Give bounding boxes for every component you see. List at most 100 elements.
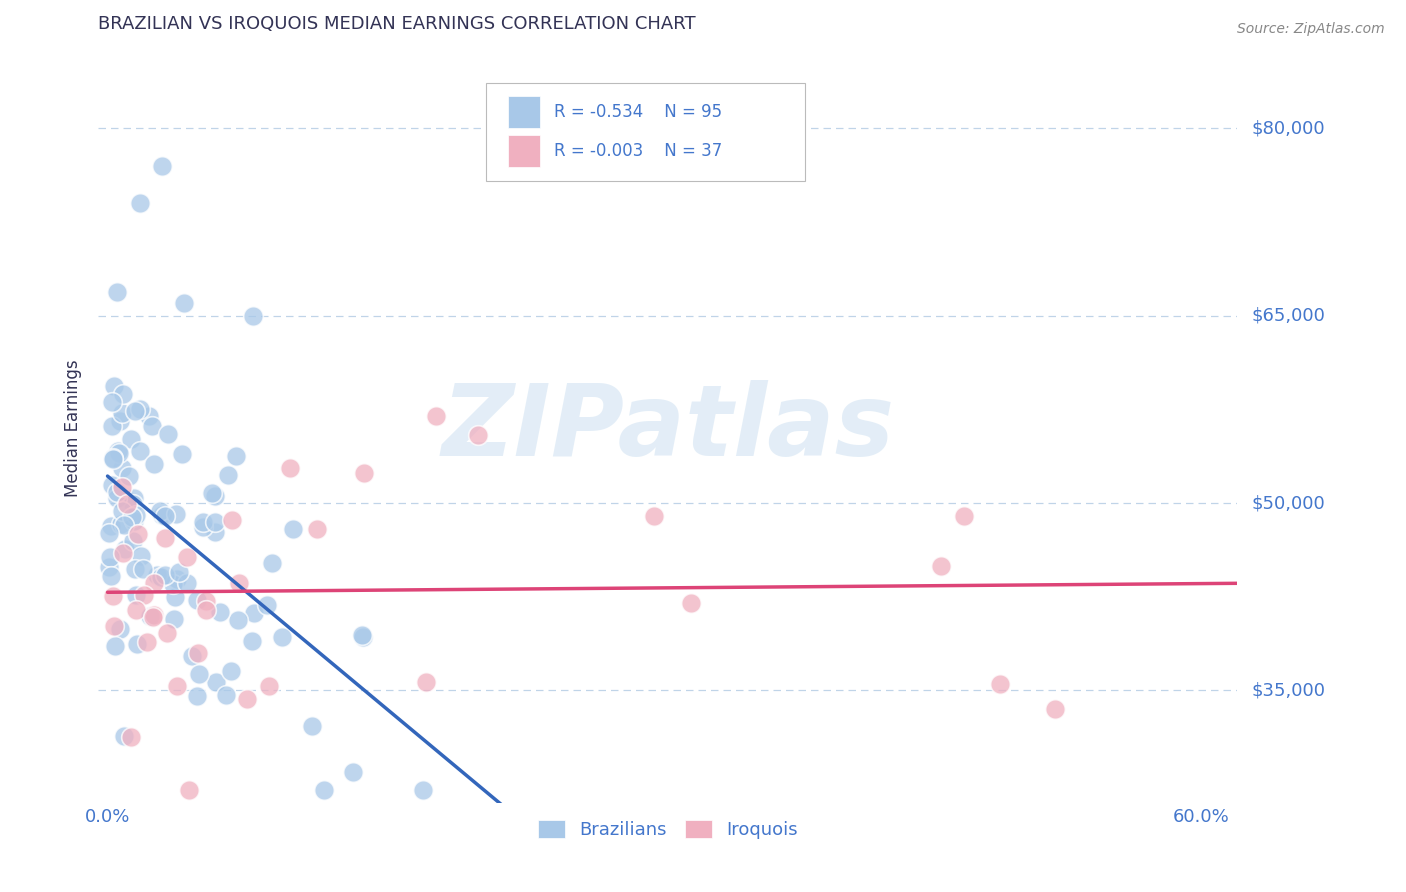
Point [108, 414, 131, 428]
Point [283, 521, 305, 535]
Point [98, 526, 121, 541]
Point [121, 533, 143, 548]
Point [271, 630, 294, 644]
Point [204, 489, 226, 503]
Point [100, 519, 122, 533]
Point [194, 602, 217, 616]
Point [139, 609, 162, 624]
Point [301, 718, 323, 732]
Point [105, 285, 128, 299]
Point [128, 443, 150, 458]
Point [111, 546, 134, 560]
Point [143, 576, 166, 591]
Point [98, 560, 121, 574]
Point [179, 783, 201, 797]
Point [929, 559, 952, 574]
Point [278, 461, 301, 475]
Point [953, 508, 976, 523]
Point [107, 446, 129, 460]
Text: $65,000: $65,000 [1251, 307, 1324, 325]
Point [111, 480, 134, 494]
Point [425, 409, 447, 423]
Point [135, 634, 157, 648]
Point [225, 449, 247, 463]
Text: R = -0.534    N = 95: R = -0.534 N = 95 [554, 103, 723, 121]
Point [214, 689, 236, 703]
Point [101, 452, 124, 467]
Point [142, 610, 165, 624]
Point [153, 567, 176, 582]
Point [187, 666, 209, 681]
Point [120, 730, 142, 744]
Point [134, 588, 156, 602]
Point [112, 729, 135, 743]
Point [127, 526, 149, 541]
Point [112, 518, 135, 533]
Point [353, 466, 375, 480]
Point [221, 513, 243, 527]
Point [467, 428, 489, 442]
Point [342, 765, 364, 780]
Point [128, 402, 150, 417]
Point [219, 664, 242, 678]
Point [243, 606, 266, 620]
Point [132, 562, 155, 576]
Point [242, 633, 264, 648]
Point [111, 461, 134, 475]
Point [115, 498, 138, 512]
Point [129, 196, 152, 211]
Point [307, 523, 329, 537]
Point [176, 576, 198, 591]
Point [990, 677, 1012, 691]
Point [121, 510, 143, 524]
Text: R = -0.003    N = 37: R = -0.003 N = 37 [554, 142, 723, 160]
Point [105, 484, 128, 499]
Point [111, 504, 134, 518]
Point [100, 569, 122, 583]
Point [186, 689, 208, 703]
Point [105, 491, 128, 505]
Point [112, 387, 135, 401]
Point [186, 592, 208, 607]
Point [143, 457, 166, 471]
Point [314, 783, 336, 797]
Point [156, 427, 179, 442]
Point [129, 549, 152, 564]
Point [107, 443, 129, 458]
Point [173, 296, 195, 310]
Point [257, 679, 280, 693]
Point [150, 508, 173, 523]
Point [679, 596, 702, 610]
Point [111, 406, 134, 420]
Point [101, 589, 124, 603]
Point [110, 516, 132, 531]
Point [124, 403, 146, 417]
Point [153, 508, 176, 523]
Point [149, 504, 172, 518]
FancyBboxPatch shape [509, 136, 540, 167]
Point [201, 485, 224, 500]
Point [122, 491, 145, 505]
Point [180, 648, 202, 663]
Point [142, 607, 165, 622]
Text: BRAZILIAN VS IROQUOIS MEDIAN EARNINGS CORRELATION CHART: BRAZILIAN VS IROQUOIS MEDIAN EARNINGS CO… [98, 14, 696, 32]
Point [352, 631, 374, 645]
Point [146, 567, 169, 582]
Point [226, 613, 249, 627]
Point [125, 588, 148, 602]
Point [205, 674, 228, 689]
Y-axis label: Median Earnings: Median Earnings [63, 359, 82, 497]
Point [163, 590, 186, 604]
Point [101, 477, 124, 491]
Point [122, 515, 145, 529]
Point [166, 573, 188, 587]
Point [150, 159, 173, 173]
Point [260, 556, 283, 570]
Text: ZIPatlas: ZIPatlas [441, 380, 894, 476]
Point [228, 575, 250, 590]
FancyBboxPatch shape [509, 96, 540, 128]
Text: $80,000: $80,000 [1251, 120, 1324, 137]
Point [236, 691, 259, 706]
Point [352, 628, 374, 642]
Point [187, 647, 209, 661]
